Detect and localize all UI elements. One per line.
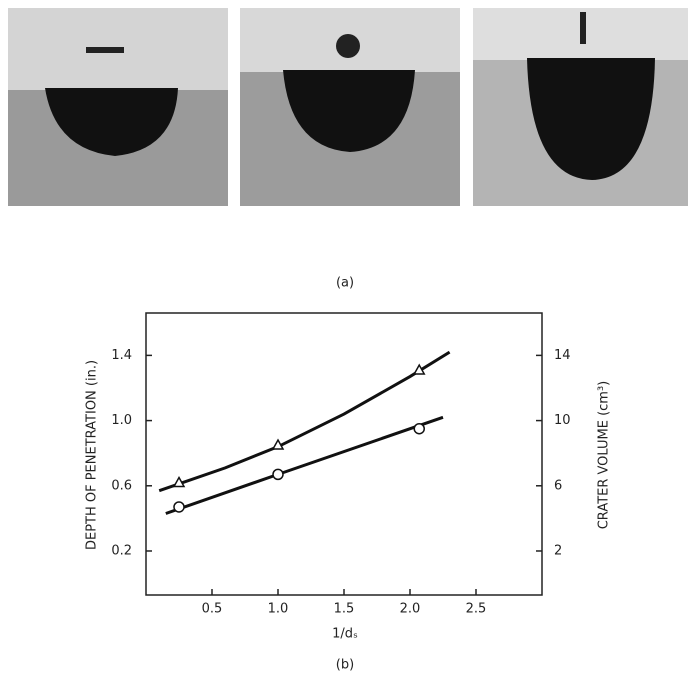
y2-tick-label: 6 <box>554 478 562 493</box>
x-tick-label: 1.5 <box>334 602 355 617</box>
y-tick-label: 0.6 <box>111 478 132 493</box>
circle-marker <box>272 468 284 481</box>
fit-line <box>165 415 444 515</box>
x-tick-label: 2.5 <box>466 602 487 617</box>
circle-marker <box>413 422 425 435</box>
y2-tick-label: 14 <box>554 348 571 363</box>
x-tick-label: 1.0 <box>268 602 289 617</box>
circle-marker <box>173 501 185 513</box>
photo-panels <box>8 8 688 206</box>
plot-frame <box>145 312 543 596</box>
crater <box>283 70 415 152</box>
y-tick-label: 1.4 <box>111 348 132 363</box>
triangle-marker <box>412 363 426 375</box>
y2-tick-label: 2 <box>554 543 562 558</box>
triangle-marker <box>172 475 186 488</box>
y-axis-label: DEPTH OF PENETRATION (in.) <box>85 360 100 550</box>
triangle-marker <box>271 438 285 450</box>
x-tick-label: 2.0 <box>400 602 421 617</box>
crater <box>45 88 178 156</box>
y2-axis-label: CRATER VOLUME (cm³) <box>597 381 612 530</box>
x-tick-label: 0.5 <box>202 602 223 617</box>
y-tick-label: 0.2 <box>111 543 132 558</box>
y2-tick-label: 10 <box>554 413 571 428</box>
panel-label: (b) <box>336 658 354 673</box>
projectile <box>580 12 586 44</box>
panel-label: (a) <box>336 276 354 291</box>
crater <box>527 58 655 180</box>
fit-line <box>158 350 451 493</box>
y-tick-label: 1.0 <box>111 413 132 428</box>
x-axis-label: 1/dₛ <box>332 627 358 642</box>
projectile <box>336 34 360 58</box>
projectile <box>86 47 124 53</box>
